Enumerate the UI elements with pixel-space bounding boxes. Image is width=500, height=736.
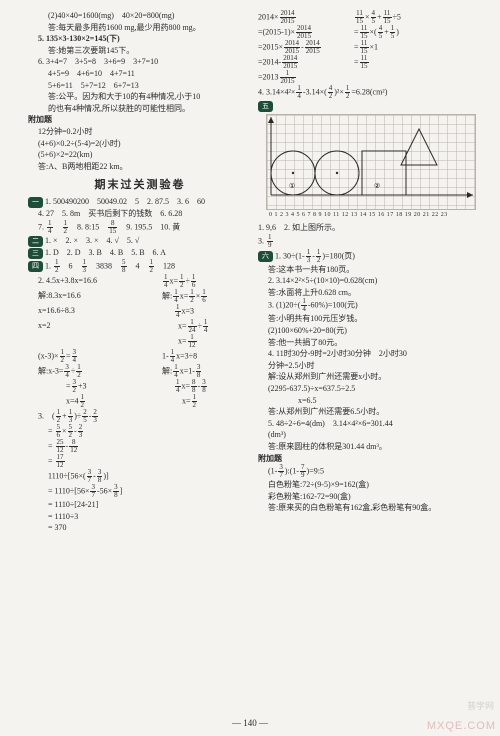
text: x=2x=124÷14 — [28, 319, 252, 334]
text: 1. × 2. × 3. × 4. √ 5. √ — [45, 236, 139, 245]
text: =(2015-1)×20142015=1115×(45+15) — [258, 25, 482, 40]
text: 4. 3.14×4²×14-3.14×(42)²×12=6.28(cm²) — [258, 85, 482, 100]
text: 4. 27 5. 8m 买书后剩下的钱数 6. 6.28 — [28, 208, 252, 220]
text: 答:小明共有100元压岁钱。 — [258, 313, 482, 325]
grid-figure: ① ② 0 1 2 3 4 5 6 7 8 9 10 11 12 13 14 1… — [266, 114, 476, 210]
text: 答:公平。因为和大于10的有4种情况,小于10 — [28, 91, 252, 103]
section-row: 一1. 500490200 50049.02 5 2. 87.5 3. 6 60 — [28, 196, 252, 208]
text: = 56×52-23 — [28, 424, 252, 439]
text: 答:他一共捐了80元。 — [258, 337, 482, 349]
text: 解:设从郑州到广州还需要x小时。 — [258, 371, 482, 383]
text: = 1712 — [28, 454, 252, 469]
text: 5+6=11 5+7=12 6+7=13 — [28, 80, 252, 92]
text: 5. 135×3-130×2=145(下) — [28, 33, 252, 45]
text: 3. (1)20÷(14-60%)=100(元) — [258, 298, 482, 313]
text: (2)40×40=1600(mg) 40×20=800(mg) — [28, 10, 252, 22]
watermark-text: 普学网 — [467, 699, 494, 712]
text: 解:8.3x=16.6解:14x=12×16 — [28, 289, 252, 304]
text: 1. 9,6 2. 如上图所示。 — [258, 222, 482, 234]
text: 1. D 2. D 3. B 4. B 5. B 6. A — [45, 248, 166, 257]
text: 分钟=2.5小时 — [258, 360, 482, 372]
text: 答:原来圆柱的体积是301.44 dm³。 — [258, 441, 482, 453]
text: 4. 11时30分-9时=2小时30分钟 2小时30 — [258, 348, 482, 360]
text: 答:每天最多用药1600 mg,最少用药800 mg。 — [28, 22, 252, 34]
svg-text:①: ① — [289, 182, 295, 190]
text: =32+314x=88-38 — [28, 379, 252, 394]
text: 1110÷[56×(37-38)] — [28, 469, 252, 484]
sub-heading: 附加题 — [258, 453, 482, 465]
axis-numbers: 0 1 2 3 4 5 6 7 8 9 10 11 12 13 14 15 16… — [269, 212, 448, 218]
text: =2014-20142015=1115 — [258, 55, 482, 70]
section-row: 二1. × 2. × 3. × 4. √ 5. √ — [28, 235, 252, 247]
text: 6. 3+4=7 3+5=8 3+6=9 3+7=10 — [28, 56, 252, 68]
text: = 1110÷[24-21] — [28, 499, 252, 511]
section-tag: 一 — [28, 197, 43, 208]
text: (1-37):(1-79)=9:5 — [258, 464, 482, 479]
text: 12分钟=0.2小时 — [28, 126, 252, 138]
page-footer: — 140 — — [0, 718, 500, 728]
svg-text:②: ② — [374, 182, 380, 190]
text: 2. 3.14×2²×5÷(10×10)=0.628(cm) — [258, 275, 482, 287]
text: 的也有4种情况,所以获胜的可能性相同。 — [28, 103, 252, 115]
text: 2. 4.5x+3.8x=16.614x=12÷16 — [28, 274, 252, 289]
text: =2015×20142015-20142015=1115×1 — [258, 40, 482, 55]
text: 7. 14 12 8. 8:15 815 9. 195.5 10. 黄 — [28, 220, 252, 235]
text: 1. 500490200 50049.02 5 2. 87.5 3. 6 60 — [45, 197, 205, 206]
text: 3. (12+13)÷25-23 — [28, 409, 252, 424]
section-row: 四1. 12 6 13 3838 58 4 12 128 — [28, 259, 252, 274]
text: 答:A、B两地相距22 km。 — [28, 161, 252, 173]
text: x=412x=12 — [28, 394, 252, 409]
text: 5. 48÷2÷6=4(dm) 3.14×4²×6=301.44 — [258, 418, 482, 430]
text: (dm³) — [258, 429, 482, 441]
section-tag: 四 — [28, 261, 43, 272]
text: =201312015 — [258, 70, 482, 85]
text: x=6.5 — [258, 395, 482, 407]
text: = 1110÷3 — [28, 511, 252, 523]
left-column: (2)40×40=1600(mg) 40×20=800(mg) 答:每天最多用药… — [28, 10, 252, 534]
text: 彩色粉笔:162-72=90(盒) — [258, 491, 482, 503]
section-row: 三1. D 2. D 3. B 4. B 5. B 6. A — [28, 247, 252, 259]
section-row: 五 — [258, 100, 482, 112]
text: (2295-637.5)÷x=637.5÷2.5 — [258, 383, 482, 395]
text: 白色粉笔:72÷(9-5)×9=162(盒) — [258, 479, 482, 491]
text: 答:这本书一共有180页。 — [258, 264, 482, 276]
text: (2)100×60%+20=80(元) — [258, 325, 482, 337]
text: 解:x-3=34÷12解:14x=1-38 — [28, 364, 252, 379]
text: 3. 19 — [258, 234, 482, 249]
text: 答:原来买的白色粉笔有162盒,彩色粉笔有90盒。 — [258, 502, 482, 514]
section-row: 六1. 30÷(1-13-12)=180(页) — [258, 249, 482, 264]
text: (5+6)×2=22(km) — [28, 149, 252, 161]
exam-heading: 期末过关测验卷 — [28, 176, 252, 192]
section-tag: 六 — [258, 251, 273, 262]
text: 2014×201420151115×45+1115÷5 — [258, 10, 482, 25]
text: = 370 — [28, 522, 252, 534]
right-column: 2014×201420151115×45+1115÷5 =(2015-1)×20… — [258, 10, 482, 534]
text: x=16.6÷8.314x=3 — [28, 304, 252, 319]
sub-heading: 附加题 — [28, 114, 252, 126]
text: = 1110÷[56×37-56×38] — [28, 484, 252, 499]
text: 答:她第三次要跳145下。 — [28, 45, 252, 57]
section-tag: 二 — [28, 236, 43, 247]
watermark-url: MXQE.COM — [427, 720, 496, 732]
section-tag: 五 — [258, 101, 273, 112]
text: (x-3)×12=341-14x=3÷8 — [28, 349, 252, 364]
text: = 2512-812 — [28, 439, 252, 454]
text: x=112 — [28, 334, 252, 349]
text: 4+5=9 4+6=10 4+7=11 — [28, 68, 252, 80]
text: 答:从郑州到广州还需要6.5小时。 — [258, 406, 482, 418]
text: 答:水面将上升0.628 cm。 — [258, 287, 482, 299]
text: (4+6)×0.2÷(5-4)=2(小时) — [28, 138, 252, 150]
section-tag: 三 — [28, 248, 43, 259]
